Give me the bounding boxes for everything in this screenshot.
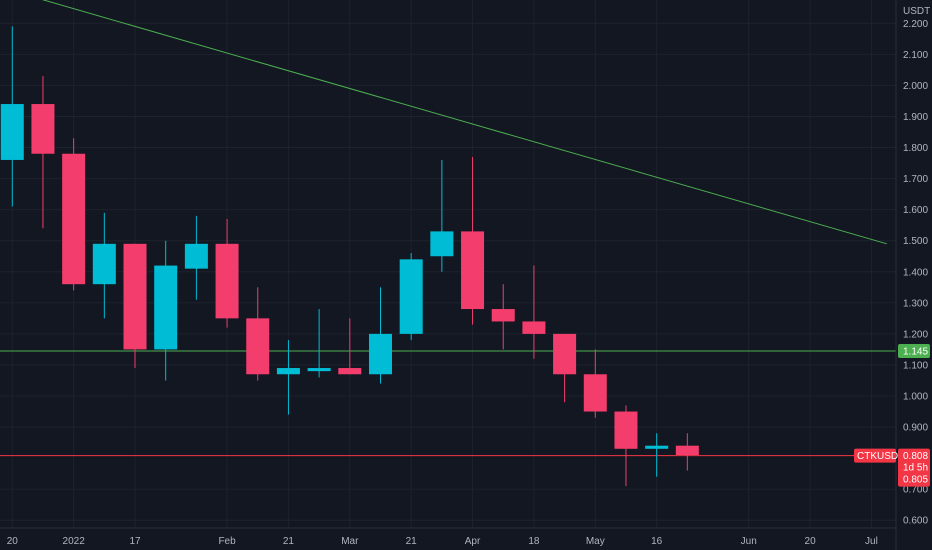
candle-body	[368, 333, 392, 375]
candle-body	[491, 309, 515, 322]
candle-body	[583, 374, 607, 412]
candle-body	[0, 104, 24, 160]
candle	[338, 318, 362, 375]
candle	[62, 138, 86, 291]
candle-body	[31, 104, 55, 154]
candle	[307, 309, 331, 378]
support-price-badge	[898, 343, 930, 358]
time-tick-label: Apr	[465, 536, 481, 547]
candle	[645, 433, 669, 477]
symbol-badge	[854, 448, 896, 463]
candle-body	[675, 445, 699, 456]
price-tick-label: 1.000	[903, 392, 928, 403]
candles	[0, 26, 699, 487]
candle-body	[522, 321, 546, 334]
candle	[0, 26, 24, 207]
price-tick-label: 2.000	[903, 81, 928, 92]
time-tick-label: 21	[406, 536, 418, 547]
close-price-text: 0.805	[903, 475, 928, 486]
time-tick-label: Feb	[218, 536, 236, 547]
candle	[430, 159, 454, 272]
candle-body	[645, 445, 669, 449]
time-tick-label: 16	[651, 536, 663, 547]
candle	[583, 349, 607, 418]
time-tick-label: 20	[7, 536, 19, 547]
candle	[276, 340, 300, 415]
price-tick-label: 2.200	[903, 19, 928, 30]
candle	[553, 333, 577, 403]
candle-body	[92, 243, 116, 285]
price-tick-label: 0.900	[903, 423, 928, 434]
price-tick-label: 1.900	[903, 112, 928, 123]
candle-body	[215, 243, 239, 319]
candle	[31, 76, 55, 229]
candle	[123, 243, 147, 369]
candle-body	[276, 368, 300, 375]
price-tick-label: 1.400	[903, 267, 928, 278]
time-tick-label: 2022	[63, 536, 86, 547]
time-tick-label: 21	[283, 536, 295, 547]
price-tick-label: 1.500	[903, 236, 928, 247]
price-tick-label: 1.600	[903, 205, 928, 216]
price-tick-label: 1.300	[903, 298, 928, 309]
candle-body	[62, 153, 86, 285]
candle-body	[123, 243, 147, 350]
symbol-text: CTKUSDT	[857, 451, 904, 462]
candle	[491, 284, 515, 350]
candle	[675, 433, 699, 471]
candle	[184, 215, 208, 300]
current-price-badge	[898, 448, 930, 487]
time-tick-label: 17	[129, 536, 141, 547]
candle	[154, 240, 178, 381]
candle-body	[461, 231, 485, 310]
current-price-text: 0.808	[903, 451, 928, 462]
candle	[614, 405, 638, 487]
candle-body	[338, 368, 362, 375]
candle-body	[154, 265, 178, 350]
candle-body	[553, 333, 577, 375]
price-tick-label: 1.200	[903, 329, 928, 340]
trendline	[41, 0, 887, 245]
countdown-text: 1d 5h	[903, 463, 928, 474]
candle	[368, 287, 392, 384]
time-tick-label: 18	[528, 536, 540, 547]
time-tick-label: Jun	[741, 536, 757, 547]
time-tick-label: Jul	[865, 536, 878, 547]
time-tick-label: 20	[805, 536, 817, 547]
candle-body	[430, 231, 454, 257]
price-tick-label: 1.800	[903, 143, 928, 154]
candle	[92, 212, 116, 319]
support-price-text: 1.145	[903, 346, 928, 357]
price-tick-label: 1.700	[903, 174, 928, 185]
price-tick-label: 1.100	[903, 360, 928, 371]
candle-body	[184, 243, 208, 269]
price-tick-label: 0.600	[903, 516, 928, 527]
time-tick-label: May	[586, 536, 605, 547]
price-tick-label: 0.700	[903, 485, 928, 496]
candle-body	[307, 368, 331, 372]
candle-body	[399, 259, 423, 334]
candle	[399, 253, 423, 341]
candle	[246, 287, 270, 381]
candle-body	[614, 411, 638, 449]
time-tick-label: Mar	[341, 536, 359, 547]
candle	[522, 265, 546, 359]
currency-label: USDT	[903, 6, 930, 17]
candle	[461, 156, 485, 325]
price-tick-label: 2.100	[903, 50, 928, 61]
candle	[215, 218, 239, 328]
candle-body	[246, 318, 270, 375]
